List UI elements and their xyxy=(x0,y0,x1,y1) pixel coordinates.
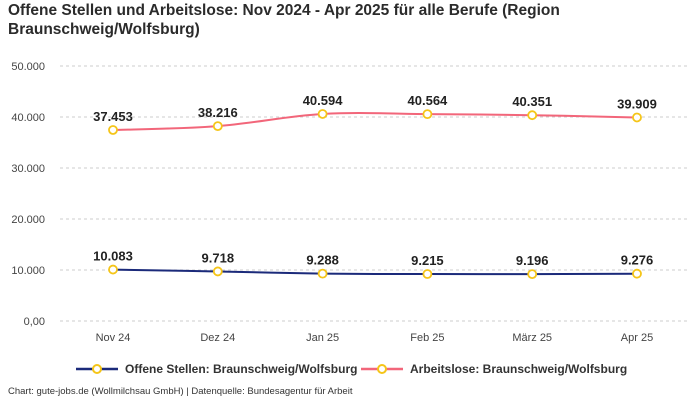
y-tick-label: 0,00 xyxy=(24,316,45,328)
data-label: 10.083 xyxy=(93,249,133,264)
x-tick-label: Apr 25 xyxy=(621,332,653,344)
y-tick-label: 40.000 xyxy=(11,112,45,124)
data-point[interactable] xyxy=(212,266,223,277)
data-label: 40.594 xyxy=(303,93,344,108)
data-point[interactable] xyxy=(317,109,328,119)
series-line-1 xyxy=(112,112,638,131)
data-label: 9.196 xyxy=(516,253,549,268)
legend-label-offene-stellen: Offene Stellen: Braunschweig/Wolfsburg xyxy=(125,362,358,376)
data-point[interactable] xyxy=(108,125,118,135)
legend-swatch-arbeitslose xyxy=(361,364,403,374)
legend: Offene Stellen: Braunschweig/Wolfsburg A… xyxy=(0,362,700,380)
x-axis-ticks: Nov 24 Dez 24 Jan 25 Feb 25 März 25 Apr 25 xyxy=(96,332,654,344)
y-tick-label: 30.000 xyxy=(11,163,45,175)
data-point[interactable] xyxy=(632,112,642,123)
line-chart: 0,00 10.000 20.000 30.000 40.000 50.000 Nov 2… xyxy=(11,61,690,344)
data-label: 9.288 xyxy=(306,253,339,268)
y-tick-label: 10.000 xyxy=(11,265,45,277)
data-point[interactable] xyxy=(212,121,223,131)
x-tick-label: Nov 24 xyxy=(96,332,131,344)
y-tick-label: 20.000 xyxy=(11,214,45,226)
x-tick-label: Jan 25 xyxy=(306,332,339,344)
data-label: 39.909 xyxy=(617,96,657,111)
data-label: 9.215 xyxy=(411,253,444,268)
data-labels: 10.083 9.718 9.288 9.215 9.196 9.276 37.453 38.… xyxy=(93,93,657,268)
data-label: 40.351 xyxy=(512,94,552,109)
legend-item-arbeitslose[interactable]: Arbeitslose: Braunschweig/Wolfsburg xyxy=(360,362,627,376)
x-tick-label: Feb 25 xyxy=(410,332,444,344)
data-label: 9.718 xyxy=(202,250,235,265)
data-label: 9.276 xyxy=(621,253,654,268)
data-label: 38.216 xyxy=(198,105,238,120)
x-tick-label: März 25 xyxy=(512,332,552,344)
y-axis-ticks: 0,00 10.000 20.000 30.000 40.000 50.000 xyxy=(11,61,45,328)
legend-item-offene-stellen[interactable]: Offene Stellen: Braunschweig/Wolfsburg xyxy=(75,362,357,376)
y-tick-label: 50.000 xyxy=(11,61,45,73)
legend-swatch-offene-stellen xyxy=(76,364,118,374)
data-point[interactable] xyxy=(527,110,538,121)
data-point[interactable] xyxy=(108,264,118,275)
data-point[interactable] xyxy=(527,269,538,280)
legend-label-arbeitslose: Arbeitslose: Braunschweig/Wolfsburg xyxy=(410,362,628,376)
data-label: 37.453 xyxy=(93,109,133,124)
data-point[interactable] xyxy=(317,268,328,279)
series-lines xyxy=(112,112,638,276)
chart-title: Offene Stellen und Arbeitslose: Nov 2024… xyxy=(8,2,560,38)
grid-lines xyxy=(60,65,690,322)
data-point[interactable] xyxy=(422,109,433,120)
source-note: Chart: gute-jobs.de (Wollmilchsau GmbH) … xyxy=(8,386,353,397)
data-point[interactable] xyxy=(422,269,433,279)
series-line-0 xyxy=(112,268,638,276)
data-points xyxy=(108,109,642,280)
x-tick-label: Dez 24 xyxy=(200,332,235,344)
data-point[interactable] xyxy=(632,268,642,279)
data-label: 40.564 xyxy=(408,93,449,108)
